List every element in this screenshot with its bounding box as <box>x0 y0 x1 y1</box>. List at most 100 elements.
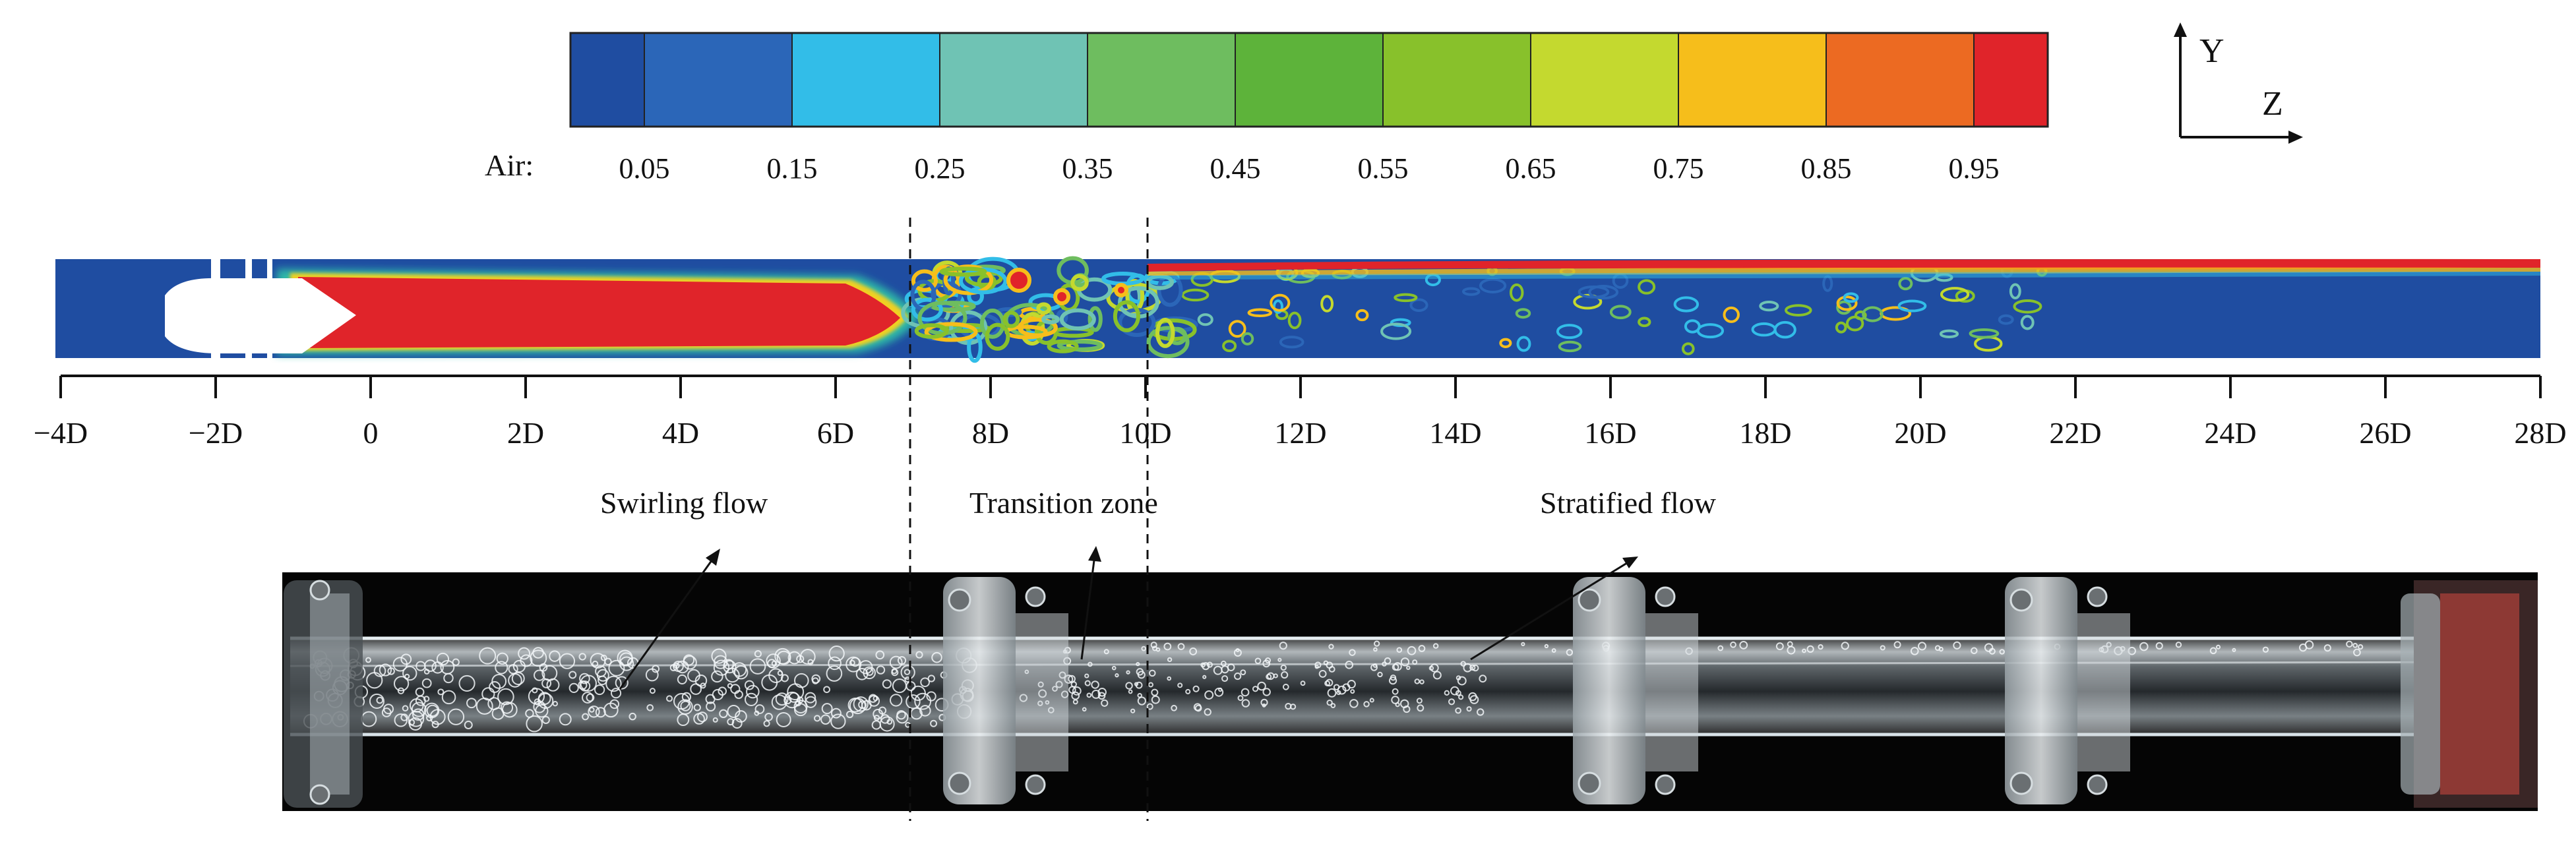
bubble <box>592 660 599 667</box>
axis-tick-label: −4D <box>33 416 88 450</box>
void-blob <box>1394 293 1418 303</box>
bubble <box>496 652 508 665</box>
void-blob <box>1197 313 1213 326</box>
bubble <box>1326 661 1334 669</box>
bubble <box>1345 660 1354 669</box>
bubble <box>746 684 760 699</box>
bubble <box>1999 649 2005 655</box>
bubble <box>1318 669 1327 678</box>
bubble <box>1082 707 1087 712</box>
bubble <box>713 659 730 676</box>
void-blob <box>1558 340 1582 353</box>
bubble <box>1455 690 1461 696</box>
bubble <box>1893 641 1901 649</box>
bubble <box>905 694 921 709</box>
bubble <box>1988 648 1996 655</box>
void-blob <box>1222 340 1237 353</box>
bubble <box>687 669 700 682</box>
colorbar-tick-label: 0.85 <box>1800 152 1852 185</box>
axis-z <box>59 375 2542 398</box>
void-blob <box>1320 295 1334 313</box>
bubble <box>400 653 412 665</box>
bubble <box>404 673 410 679</box>
void-blob <box>1088 306 1103 332</box>
bubble <box>1240 669 1246 676</box>
bubble <box>889 655 903 669</box>
bubble <box>1428 665 1434 671</box>
bubble <box>727 704 741 718</box>
void-blob <box>1409 298 1428 313</box>
bubble <box>1370 663 1378 671</box>
bubble <box>466 698 477 709</box>
void-blob <box>1751 322 1777 337</box>
colorbar-segment <box>791 32 940 127</box>
bubble <box>876 665 886 675</box>
bubble <box>811 674 821 684</box>
bubble <box>421 678 432 688</box>
bubble <box>1262 659 1271 668</box>
bubble <box>2358 644 2364 650</box>
colorbar-tick-label: 0.25 <box>914 152 966 185</box>
bubble <box>1730 641 1736 648</box>
void-blob <box>2009 283 2021 300</box>
bubble <box>464 720 473 729</box>
bubble <box>600 654 607 661</box>
colorbar-segment <box>1678 32 1827 127</box>
bubble <box>595 707 606 718</box>
axis-tick-label: 26D <box>2359 416 2412 450</box>
bubble <box>780 674 789 682</box>
bubble <box>2346 640 2353 648</box>
bubble <box>426 704 439 717</box>
bubble <box>845 656 862 673</box>
bubble <box>919 705 931 717</box>
bubble <box>1281 671 1289 679</box>
bubble <box>2262 646 2269 653</box>
bubble <box>578 653 586 661</box>
void-blob <box>939 266 987 277</box>
bubble <box>1369 698 1374 703</box>
void-blob <box>1059 308 1096 331</box>
bubble <box>1566 649 1574 656</box>
void-blob <box>1380 322 1412 340</box>
bubble <box>400 713 408 721</box>
axis-tick-label: 8D <box>971 416 1010 450</box>
bubble <box>706 701 716 712</box>
bubble <box>891 669 899 677</box>
bubble <box>690 683 702 695</box>
axis-tick-label: 2D <box>506 416 545 450</box>
bubble <box>930 719 938 727</box>
bubble <box>1202 662 1210 671</box>
colorbar-segment <box>644 32 793 127</box>
bubble <box>1432 643 1439 649</box>
zone-label-stratified: Stratified flow <box>1540 486 1716 520</box>
bubble <box>512 659 526 673</box>
void-blob <box>1509 283 1524 302</box>
colorbar-tick-label: 0.35 <box>1062 152 1113 185</box>
bubble <box>796 655 805 663</box>
bubble <box>2139 642 2149 651</box>
bubble <box>1289 704 1297 710</box>
void-blob-core <box>1006 268 1031 293</box>
void-blob <box>1041 314 1060 324</box>
bubble <box>1115 673 1119 678</box>
bubble <box>771 660 778 667</box>
bubble <box>880 714 890 724</box>
bubble <box>568 671 577 679</box>
bubble <box>379 663 392 677</box>
bubble <box>731 717 743 729</box>
bubble <box>1455 707 1461 714</box>
bubble <box>381 708 392 717</box>
bubble <box>1382 661 1387 667</box>
bubble <box>1097 692 1106 700</box>
bubble <box>1241 688 1250 697</box>
void-blob <box>1638 316 1651 328</box>
bubble <box>411 702 427 717</box>
void-blob <box>1998 314 2014 325</box>
bubble <box>1241 699 1250 708</box>
void-blob <box>914 323 949 339</box>
void-blob <box>1047 339 1079 353</box>
bubble <box>1818 644 1824 650</box>
bubble <box>539 663 548 672</box>
bubble <box>423 702 440 719</box>
bubble <box>436 652 450 666</box>
